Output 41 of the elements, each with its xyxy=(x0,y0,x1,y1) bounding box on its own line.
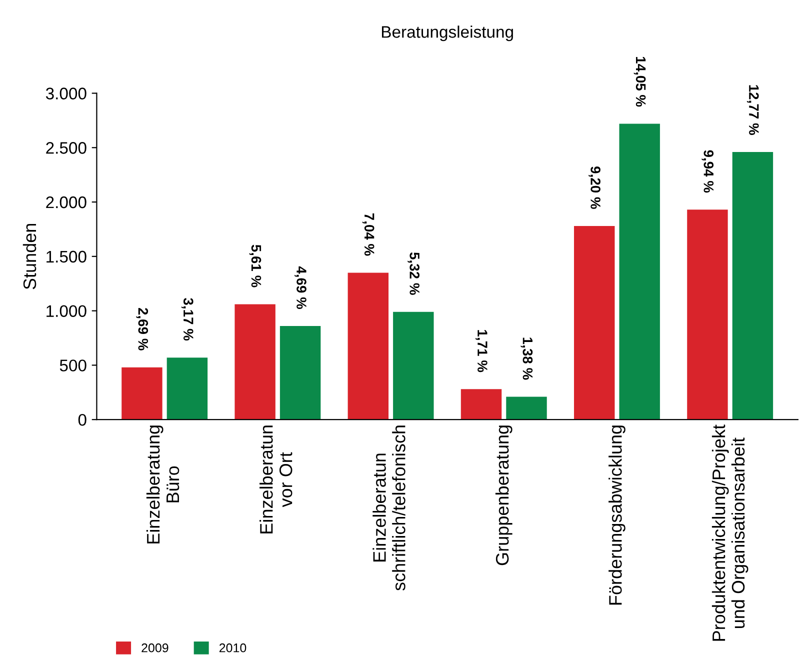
annotation: 1,71 % xyxy=(476,330,488,372)
y-tick-label: 2.500 xyxy=(46,142,86,154)
bar xyxy=(619,124,660,420)
y-tick-label: 1.500 xyxy=(46,250,86,263)
x-tick-label: Gruppenberatung xyxy=(495,426,512,566)
x-tick-label: Förderungsabwicklung xyxy=(608,426,626,605)
annotation: 12,77 % xyxy=(746,85,759,135)
legend-label: 2010 xyxy=(219,643,246,652)
annotation: 4,69 % xyxy=(294,266,306,309)
x-tick-label: Einzelberatun vor Ort xyxy=(260,426,292,534)
bar xyxy=(460,389,502,420)
annotation: 14,05 % xyxy=(634,56,646,107)
x-tick-label: Einzelberatun schriftlich/telefonisch xyxy=(372,426,406,591)
bar xyxy=(574,226,615,420)
bar xyxy=(348,272,389,420)
bar xyxy=(506,396,547,420)
chart-title: Beratungsleistung xyxy=(382,26,513,42)
annotation: 5,32 % xyxy=(408,252,420,295)
annotation: 9,20 % xyxy=(588,166,600,209)
y-axis-title: Stunden xyxy=(22,224,36,290)
annotation: 5,61 % xyxy=(249,244,262,288)
annotation: 1,38 % xyxy=(520,338,533,380)
bar xyxy=(234,304,276,420)
y-tick-label: 1.000 xyxy=(46,305,86,318)
bar xyxy=(280,326,321,420)
y-tick-label: 3.000 xyxy=(46,88,86,100)
x-tick-label: Einzelberatung Büro xyxy=(146,426,180,544)
bar xyxy=(122,367,162,420)
legend-label: 2009 xyxy=(142,643,168,652)
annotation: 7,04 % xyxy=(362,213,374,256)
bar xyxy=(732,152,774,420)
y-tick-label: 2.000 xyxy=(46,196,86,208)
y-tick-label: 0 xyxy=(78,414,86,426)
bar xyxy=(687,210,728,420)
x-tick-label: Produktentwicklung/Projekt und Organisationsarbeit xyxy=(712,424,748,641)
bar xyxy=(166,358,208,420)
annotation: 3,17 % xyxy=(181,298,194,341)
annotation: 9,94 % xyxy=(702,150,714,193)
annotation: 2,69 % xyxy=(136,308,148,350)
y-tick-label: 500 xyxy=(60,360,86,372)
bar xyxy=(393,312,434,420)
